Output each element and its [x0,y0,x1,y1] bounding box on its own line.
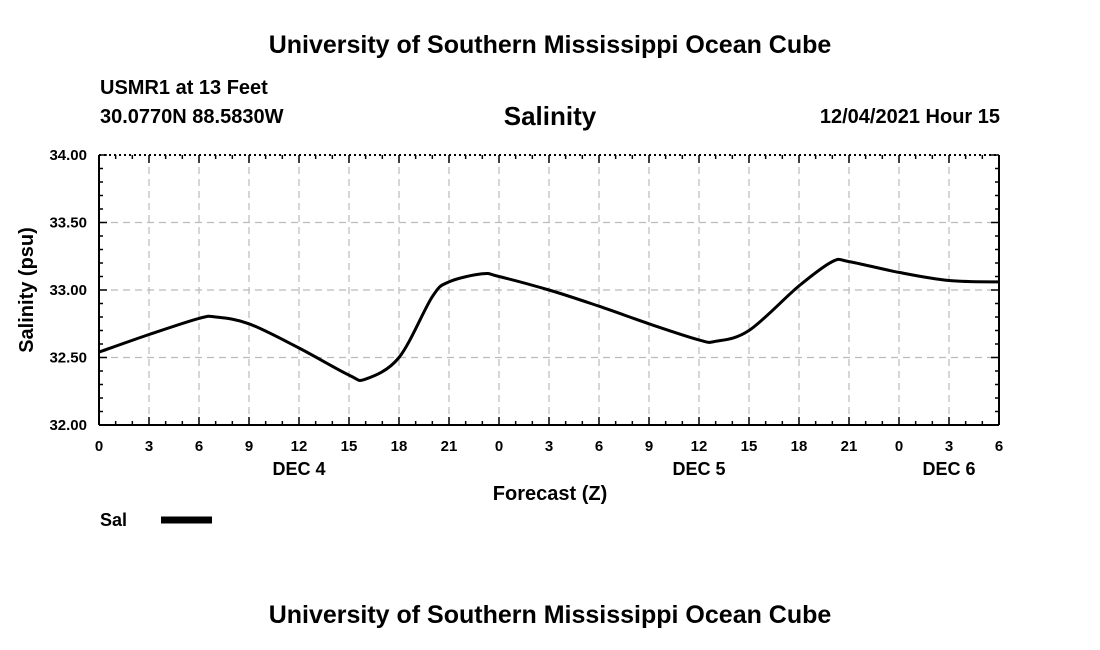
x-tick-labels: 0 3 6 9 12 15 18 21 0 3 6 9 12 15 18 21 0 3 6 [95,438,1003,455]
y-axis-label: Salinity (psu) [16,227,38,353]
tick-marks [98,154,1000,426]
x-tick-label: 0 [495,438,503,455]
forecast-datetime: 12/04/2021 Hour 15 [819,106,1000,128]
x-tick-label: 21 [841,438,858,455]
x-tick-label: 3 [145,438,153,455]
legend: Sal [100,510,212,530]
x-tick-label: 0 [95,438,103,455]
station-label: USMR1 at 13 Feet [100,77,268,99]
station-coords: 30.0770N 88.5830W [100,106,284,128]
x-tick-label: 9 [245,438,253,455]
x-tick-label: 15 [341,438,358,455]
x-tick-label: 9 [645,438,653,455]
chart-title-bottom: University of Southern Mississippi Ocean… [268,601,832,629]
date-labels: DEC 4 DEC 5 DEC 6 [272,459,975,479]
x-tick-label: 12 [291,438,308,455]
y-tick-label: 33.00 [49,282,87,299]
date-label: DEC 6 [922,459,975,479]
x-tick-label: 12 [691,438,708,455]
series-line-sal [98,257,1000,382]
y-tick-label: 34.00 [49,147,87,164]
chart-title-top: University of Southern Mississippi Ocean… [268,31,832,59]
x-tick-label: 21 [441,438,458,455]
chart-title: Salinity [503,101,597,131]
y-tick-label: 32.00 [49,417,87,434]
x-tick-label: 18 [791,438,808,455]
y-tick-label: 32.50 [49,350,87,367]
x-tick-label: 0 [895,438,903,455]
x-tick-label: 6 [995,438,1003,455]
x-tick-label: 6 [195,438,203,455]
x-axis-label: Forecast (Z) [493,483,607,505]
x-tick-label: 18 [391,438,408,455]
x-tick-label: 3 [945,438,953,455]
legend-label: Sal [100,510,127,530]
x-tick-label: 3 [545,438,553,455]
x-tick-label: 15 [741,438,758,455]
date-label: DEC 4 [272,459,325,479]
y-tick-label: 33.50 [49,215,87,232]
date-label: DEC 5 [672,459,725,479]
y-tick-labels: 32.00 32.50 33.00 33.50 34.00 [49,147,87,434]
x-tick-label: 6 [595,438,603,455]
